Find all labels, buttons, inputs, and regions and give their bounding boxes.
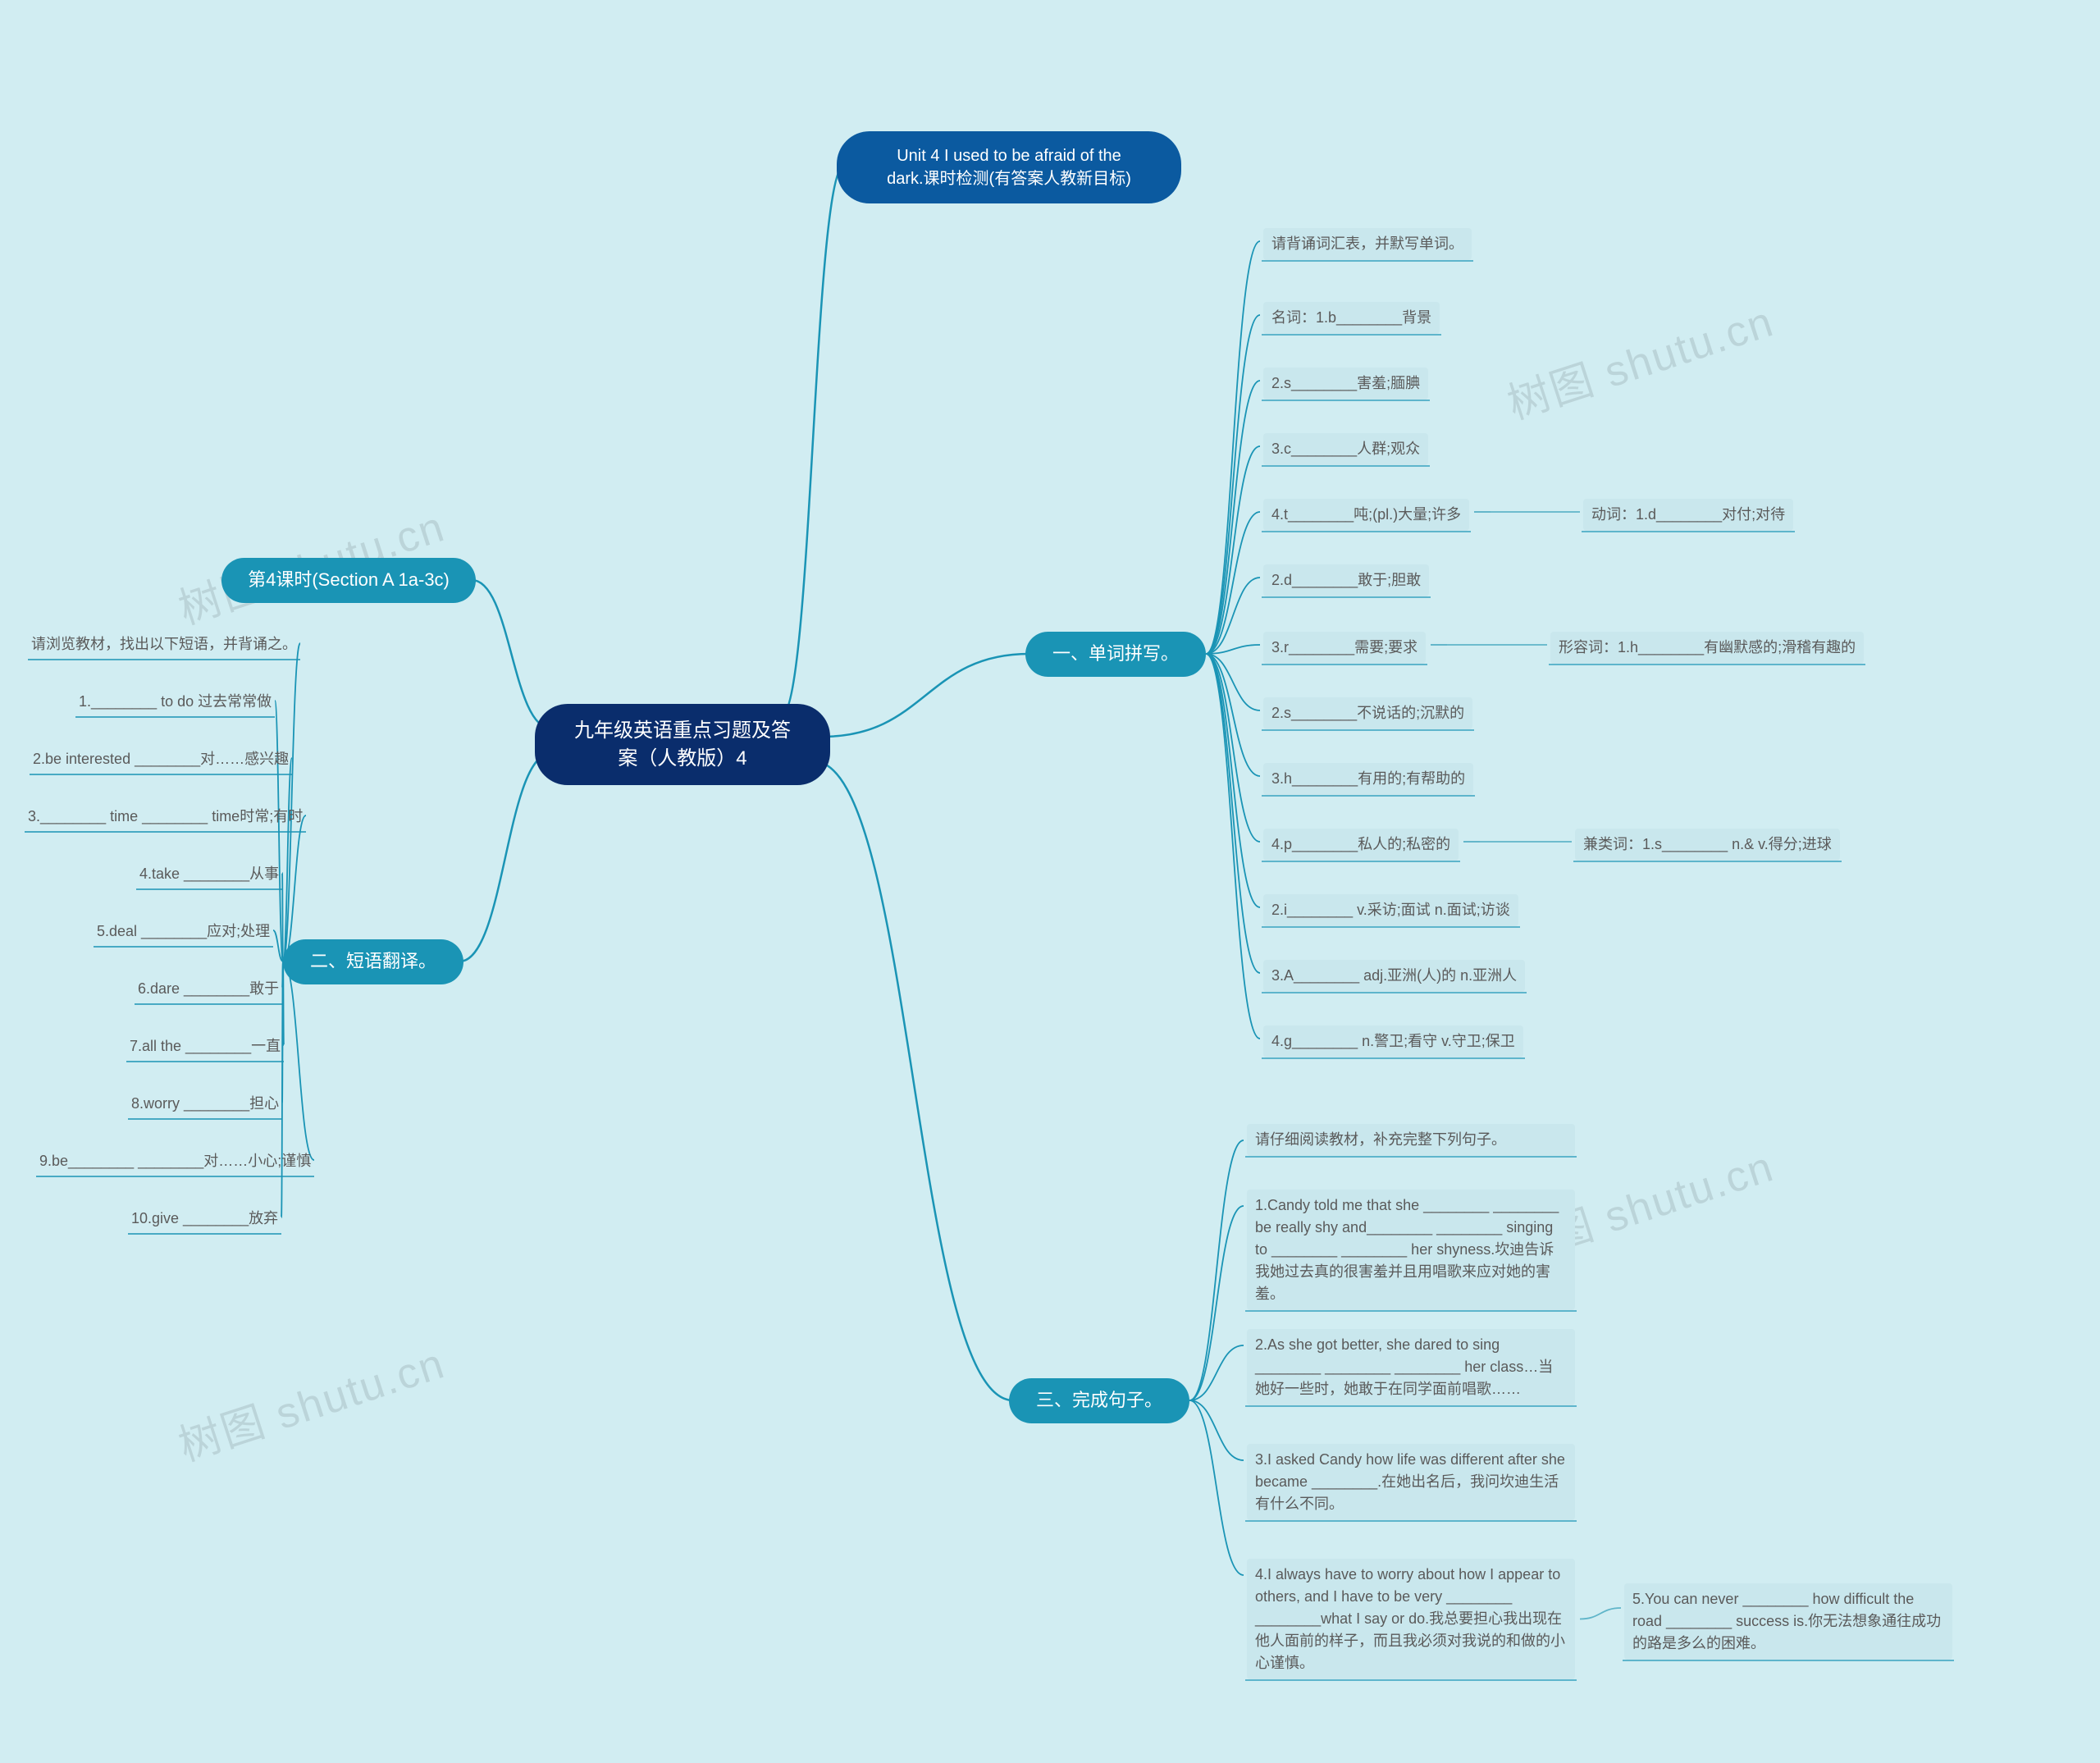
cat3-item-1: 1.Candy told me that she ________ ______… xyxy=(1247,1190,1575,1310)
cat2-item-6: 6.dare ________敢于 xyxy=(138,975,279,1003)
cat1-item-1: 名词：1.b________背景 xyxy=(1263,302,1440,334)
cat3-item-3: 3.I asked Candy how life was different a… xyxy=(1247,1444,1575,1520)
cat1-node: 一、单词拼写。 xyxy=(1025,632,1206,677)
cat2-item-2: 2.be interested ________对……感兴趣 xyxy=(33,745,289,773)
cat1-item-3: 3.c________人群;观众 xyxy=(1263,433,1428,465)
cat1-item-6-sub: 形容词：1.h________有幽默感的;滑稽有趣的 xyxy=(1550,632,1864,664)
cat2-item-9: 9.be________ ________对……小心;谨慎 xyxy=(39,1147,311,1175)
cat1-item-7: 2.s________不说话的;沉默的 xyxy=(1263,697,1472,729)
cat1-item-10: 2.i________ v.采访;面试 n.面试;访谈 xyxy=(1263,894,1518,926)
cat1-item-6: 3.r________需要;要求 xyxy=(1263,632,1426,664)
watermark: 树图 shutu.cn xyxy=(170,1329,452,1473)
cat1-item-12: 4.g________ n.警卫;看守 v.守卫;保卫 xyxy=(1263,1025,1523,1057)
cat1-item-4: 4.t________吨;(pl.)大量;许多 xyxy=(1263,499,1469,531)
cat3-item-2: 2.As she got better, she dared to sing _… xyxy=(1247,1329,1575,1405)
cat1-item-4-sub: 动词：1.d________对付;对待 xyxy=(1583,499,1793,531)
cat2-item-1: 1.________ to do 过去常常做 xyxy=(79,687,272,715)
cat3-node: 三、完成句子。 xyxy=(1009,1378,1189,1423)
watermark: 树图 shutu.cn xyxy=(1499,287,1781,431)
cat2-item-3: 3.________ time ________ time时常;有时 xyxy=(28,802,303,830)
cat1-item-9-sub: 兼类词：1.s________ n.& v.得分;进球 xyxy=(1575,829,1840,861)
section-title: Unit 4 I used to be afraid of the dark.课… xyxy=(837,131,1181,203)
cat3-item-0: 请仔细阅读教材，补充完整下列句子。 xyxy=(1247,1124,1575,1156)
cat2-item-8: 8.worry ________担心 xyxy=(131,1089,279,1117)
cat3-item-4-sub: 5.You can never ________ how difficult t… xyxy=(1624,1583,1952,1660)
lesson-node: 第4课时(Section A 1a-3c) xyxy=(221,558,476,603)
cat2-item-5: 5.deal ________应对;处理 xyxy=(97,917,270,945)
cat1-item-8: 3.h________有用的;有帮助的 xyxy=(1263,763,1473,795)
cat1-item-5: 2.d________敢于;胆敢 xyxy=(1263,564,1429,596)
cat3-item-4: 4.I always have to worry about how I app… xyxy=(1247,1559,1575,1679)
mindmap-canvas: 树图 shutu.cn树图 shutu.cn树图 shutu.cn树图 shut… xyxy=(0,0,2100,1763)
cat1-item-9: 4.p________私人的;私密的 xyxy=(1263,829,1459,861)
root-node: 九年级英语重点习题及答 案（人教版）4 xyxy=(535,704,830,785)
cat1-item-0: 请背诵词汇表，并默写单词。 xyxy=(1263,228,1472,260)
cat1-item-2: 2.s________害羞;腼腆 xyxy=(1263,368,1428,400)
cat2-item-10: 10.give ________放弃 xyxy=(131,1204,278,1232)
cat2-node: 二、短语翻译。 xyxy=(283,939,463,984)
cat2-item-7: 7.all the ________一直 xyxy=(130,1032,281,1060)
cat1-item-11: 3.A________ adj.亚洲(人)的 n.亚洲人 xyxy=(1263,960,1525,992)
cat2-item-0: 请浏览教材，找出以下短语，并背诵之。 xyxy=(31,630,297,658)
cat2-item-4: 4.take ________从事 xyxy=(139,860,279,888)
